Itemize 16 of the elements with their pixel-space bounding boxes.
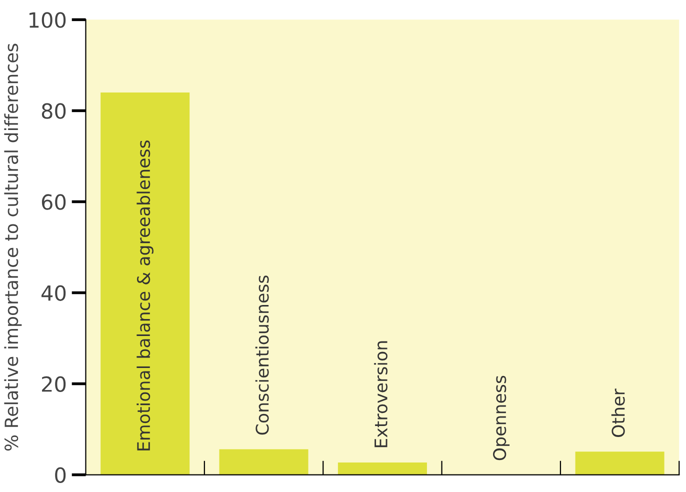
x-tick-label: Extroversion	[374, 341, 388, 448]
y-tick-label: 20	[42, 376, 66, 392]
y-tick-label: 100	[30, 12, 66, 28]
y-tick-label: 0	[55, 467, 66, 483]
y-tick-label: 60	[42, 194, 66, 210]
y-tick-label: 40	[42, 285, 66, 301]
x-tick-label: Other	[611, 388, 625, 437]
bar	[338, 462, 427, 475]
bar	[100, 92, 190, 475]
bar	[219, 449, 308, 475]
x-tick-label: Openness	[493, 376, 510, 460]
y-tick-label: 80	[42, 103, 66, 119]
x-tick-label: Emotional balance & agreeableness	[136, 140, 154, 450]
bar	[575, 452, 664, 475]
x-tick-label: Conscientiousness	[255, 276, 269, 435]
y-axis-title: % Relative importance to cultural differences	[4, 44, 22, 451]
